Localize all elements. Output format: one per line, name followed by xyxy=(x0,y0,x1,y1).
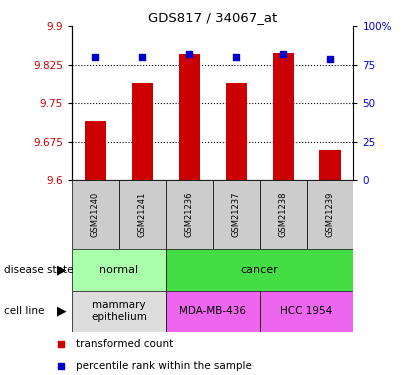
Point xyxy=(186,51,192,57)
Text: percentile rank within the sample: percentile rank within the sample xyxy=(76,360,252,370)
Title: GDS817 / 34067_at: GDS817 / 34067_at xyxy=(148,11,277,24)
Text: mammary
epithelium: mammary epithelium xyxy=(91,300,147,322)
Text: HCC 1954: HCC 1954 xyxy=(280,306,332,316)
Bar xyxy=(72,291,166,332)
Text: GSM21237: GSM21237 xyxy=(232,192,241,237)
Point xyxy=(280,51,286,57)
Text: GSM21239: GSM21239 xyxy=(326,192,335,237)
Bar xyxy=(260,291,353,332)
Bar xyxy=(272,53,293,180)
Text: GSM21241: GSM21241 xyxy=(138,192,147,237)
Text: MDA-MB-436: MDA-MB-436 xyxy=(179,306,246,316)
Point xyxy=(58,363,65,369)
Text: cell line: cell line xyxy=(4,306,44,316)
Text: ▶: ▶ xyxy=(57,264,67,276)
Bar xyxy=(166,180,213,249)
Point xyxy=(92,54,99,60)
Text: normal: normal xyxy=(99,265,139,275)
Text: disease state: disease state xyxy=(4,265,74,275)
Bar xyxy=(260,180,307,249)
Text: transformed count: transformed count xyxy=(76,339,173,349)
Text: GSM21240: GSM21240 xyxy=(91,192,100,237)
Bar xyxy=(226,82,247,180)
Text: ▶: ▶ xyxy=(57,305,67,318)
Bar xyxy=(119,180,166,249)
Bar xyxy=(85,121,106,180)
Bar xyxy=(166,291,260,332)
Bar xyxy=(72,249,166,291)
Bar xyxy=(319,150,341,180)
Point xyxy=(327,56,333,62)
Bar xyxy=(166,249,353,291)
Text: GSM21238: GSM21238 xyxy=(279,192,288,237)
Bar xyxy=(307,180,353,249)
Bar xyxy=(132,82,153,180)
Text: GSM21236: GSM21236 xyxy=(185,192,194,237)
Bar xyxy=(72,180,119,249)
Point xyxy=(139,54,145,60)
Bar xyxy=(213,180,260,249)
Point xyxy=(233,54,240,60)
Bar xyxy=(179,54,200,180)
Point xyxy=(58,341,65,347)
Text: cancer: cancer xyxy=(241,265,279,275)
